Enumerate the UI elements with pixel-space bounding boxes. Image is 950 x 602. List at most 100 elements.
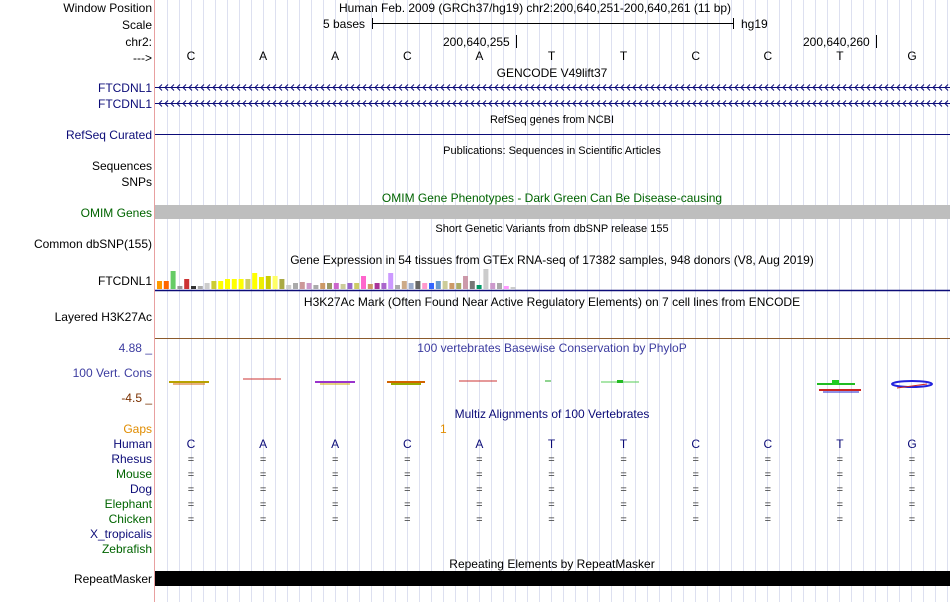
strand-chevron (830, 100, 835, 107)
publications-label-snps[interactable]: SNPs (121, 175, 152, 189)
species-label[interactable]: Dog (129, 482, 152, 496)
refseq-label[interactable]: RefSeq Curated (65, 128, 152, 142)
publications-label-sequences[interactable]: Sequences (91, 159, 152, 173)
base: C (763, 437, 773, 451)
strand-chevron (602, 100, 607, 107)
gtex-expression-bars[interactable] (155, 266, 950, 292)
gencode-label-1[interactable]: FTCDNL1 (97, 81, 152, 95)
dbsnp-label[interactable]: Common dbSNP(155) (33, 237, 152, 251)
gtex-tissue-bar (272, 276, 278, 289)
grid-line (275, 0, 276, 602)
species-label[interactable]: X_tropicalis (89, 527, 152, 541)
strand-chevron (746, 84, 751, 91)
omim-gene-bar[interactable] (155, 205, 950, 219)
gtex-tissue-bar (313, 285, 319, 289)
gaps-label[interactable]: Gaps (123, 422, 152, 436)
strand-chevron (668, 84, 673, 91)
base: C (763, 49, 773, 63)
grid-line (431, 0, 432, 602)
strand-chevron (794, 100, 799, 107)
strand-chevron (872, 84, 877, 91)
omim-label[interactable]: OMIM Genes (80, 206, 152, 220)
alignment-match: = (692, 514, 699, 526)
gap-marker: 1 (440, 422, 447, 436)
strand-chevron (464, 100, 469, 107)
grid-line (599, 0, 600, 602)
strand-chevron (944, 84, 949, 91)
strand-chevron (170, 100, 175, 107)
alignment-match: = (764, 514, 772, 526)
h3k27ac-baseline[interactable] (155, 338, 950, 339)
strand-chevron (284, 84, 289, 91)
strand-chevron (380, 84, 385, 91)
alignment-match: = (836, 469, 844, 481)
strand-chevron (572, 84, 577, 91)
species-label[interactable]: Chicken (108, 512, 152, 526)
strand-chevron (836, 84, 841, 91)
gtex-label[interactable]: FTCDNL1 (97, 274, 152, 288)
strand-chevron (320, 84, 325, 91)
strand-chevron (278, 84, 283, 91)
repeatmasker-label[interactable]: RepeatMasker (73, 572, 152, 586)
alignment-match: = (836, 514, 844, 526)
strand-chevron (512, 84, 517, 91)
grid-line (539, 0, 540, 602)
strand-chevron (488, 100, 493, 107)
gtex-tissue-bar (191, 286, 196, 289)
scale-text: 5 bases (323, 17, 366, 31)
strand-chevron (542, 100, 547, 107)
strand-chevron (818, 84, 823, 91)
strand-chevron (398, 100, 403, 107)
gencode-transcripts[interactable] (155, 80, 950, 110)
position-title[interactable]: Human Feb. 2009 (GRCh37/hg19) chr2:200,6… (339, 1, 732, 15)
grid-line (647, 0, 648, 602)
strand-chevron (194, 84, 199, 91)
strand-chevron (266, 84, 271, 91)
alignment-match: = (331, 454, 339, 466)
base: T (836, 437, 844, 451)
strand-chevron (812, 84, 817, 91)
base: C (691, 437, 701, 451)
strand-chevron (770, 100, 775, 107)
species-label[interactable]: Zebrafish (101, 542, 152, 556)
strand-chevron (464, 84, 469, 91)
alignment-match: = (476, 514, 483, 526)
species-label[interactable]: Mouse (115, 467, 152, 481)
grid-line (443, 0, 444, 602)
species-label[interactable]: Elephant (104, 497, 152, 511)
phylop-min: -4.5 _ (121, 391, 152, 405)
gencode-label-2[interactable]: FTCDNL1 (97, 97, 152, 111)
grid-line (779, 0, 780, 602)
strand-chevron (200, 84, 205, 91)
alignment-match: = (620, 514, 627, 526)
gtex-tissue-bar (469, 281, 475, 289)
species-label[interactable]: Human (113, 437, 152, 451)
strand-chevron (392, 100, 397, 107)
gtex-tissue-bar (299, 282, 305, 289)
strand-chevron (176, 84, 181, 91)
alignment-match: = (187, 454, 195, 466)
strand-chevron (572, 100, 577, 107)
phylop-label[interactable]: 100 Vert. Cons (72, 366, 152, 380)
repeatmasker-bar[interactable] (155, 571, 950, 586)
strand-chevron (422, 100, 427, 107)
strand-chevron (326, 100, 331, 107)
grid-line (755, 0, 756, 602)
coord-tick-2 (876, 35, 877, 48)
strand-chevron (596, 84, 601, 91)
strand-chevron (764, 100, 769, 107)
strand-chevron (344, 84, 349, 91)
strand-chevron (866, 84, 871, 91)
refseq-gene-line[interactable] (155, 134, 950, 135)
strand-chevron (878, 84, 883, 91)
strand-chevron (836, 100, 841, 107)
strand-chevron (776, 84, 781, 91)
strand-chevron (524, 84, 529, 91)
species-label[interactable]: Rhesus (111, 452, 152, 466)
gtex-tissue-bar (408, 283, 414, 289)
h3k27ac-label[interactable]: Layered H3K27Ac (54, 310, 152, 324)
strand-chevron (596, 100, 601, 107)
strand-chevron (254, 100, 259, 107)
grid-line (359, 0, 360, 602)
phylop-wiggle[interactable] (155, 374, 950, 396)
